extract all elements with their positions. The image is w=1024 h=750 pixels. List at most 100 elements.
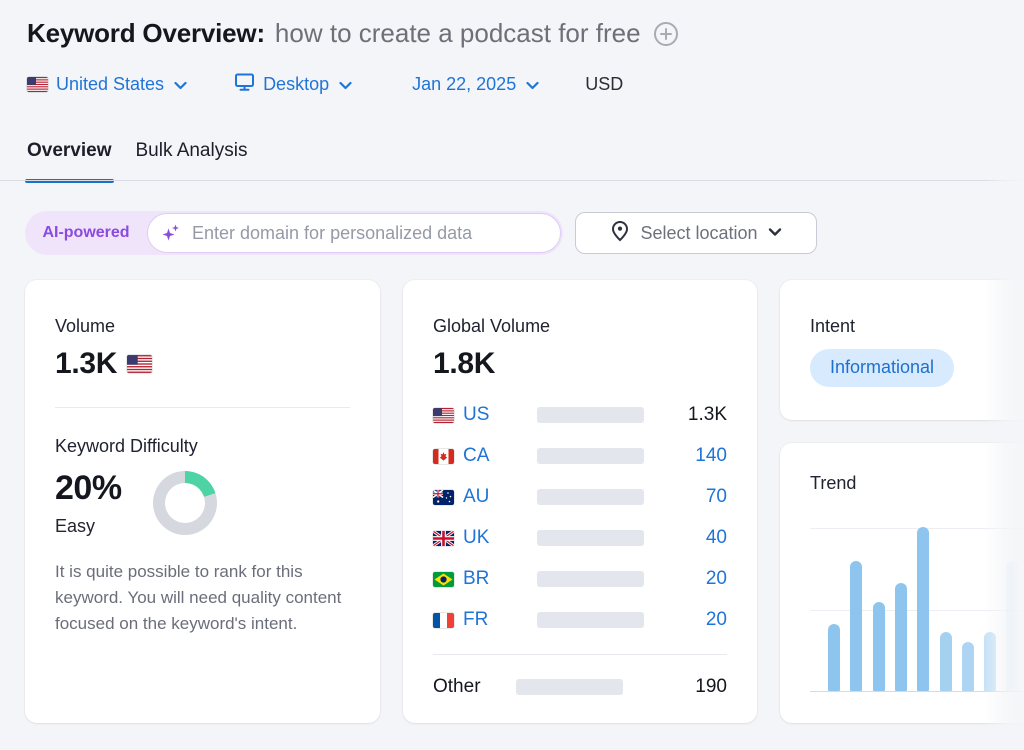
select-location-button[interactable]: Select location	[575, 212, 817, 254]
global-volume-row: CA 140	[433, 444, 727, 468]
fr-flag-icon	[433, 612, 454, 628]
tab-bulk-analysis-label: Bulk Analysis	[135, 140, 248, 161]
volume-bar	[537, 407, 644, 423]
plus-circle-icon[interactable]	[653, 21, 679, 47]
intent-badge: Informational	[810, 349, 955, 387]
trend-label: Trend	[810, 473, 857, 493]
global-volume-row: UK 40	[433, 526, 727, 550]
global-volume-row: US 1.3K	[433, 403, 727, 427]
card-divider	[433, 654, 727, 655]
chevron-down-icon	[339, 74, 352, 95]
ai-powered-panel: AI-powered	[25, 211, 563, 255]
page-title-label: Keyword Overview:	[27, 18, 265, 48]
intent-card: Intent Informational	[780, 280, 1024, 420]
chevron-down-icon	[768, 224, 782, 242]
trend-bar	[1006, 561, 1019, 691]
chevron-down-icon	[174, 74, 187, 95]
volume-value: 70	[705, 486, 727, 507]
tab-overview-label: Overview	[27, 140, 112, 161]
volume-bar	[537, 571, 644, 587]
pin-icon	[610, 220, 630, 247]
trend-card: Trend	[780, 443, 1024, 723]
page-title: Keyword Overview: how to create a podcas…	[27, 18, 679, 49]
global-volume-card: Global Volume 1.8K US 1.3K CA 140 AU	[403, 280, 757, 723]
ca-flag-icon	[433, 448, 454, 464]
gridline	[810, 610, 1024, 611]
active-tab-indicator	[25, 179, 114, 183]
trend-bar	[828, 624, 840, 691]
volume-value: 140	[695, 445, 727, 466]
trend-bar	[872, 602, 885, 691]
date-selector[interactable]: Jan 22, 2025	[412, 74, 539, 95]
device-selector[interactable]: Desktop	[234, 72, 352, 97]
keyword-difficulty-level: Easy	[55, 516, 96, 536]
keyword-difficulty-donut	[153, 471, 217, 535]
trend-bar	[961, 642, 974, 691]
keyword-query: how to create a podcast for free	[274, 18, 641, 48]
trend-bar	[939, 632, 952, 691]
us-flag-icon	[433, 407, 454, 423]
br-flag-icon	[433, 571, 454, 587]
au-flag-icon	[433, 489, 454, 505]
date-selector-label: Jan 22, 2025	[412, 73, 517, 94]
country-selector-label: United States	[56, 73, 165, 94]
global-volume-rows: US 1.3K CA 140 AU 70 UK	[433, 403, 727, 632]
donut-hole	[165, 483, 205, 523]
global-volume-row: AU 70	[433, 485, 727, 509]
global-volume-row: FR 20	[433, 608, 727, 632]
tabs-divider	[0, 180, 1024, 181]
domain-input[interactable]	[147, 213, 561, 253]
keyword-difficulty-row: 20% Easy	[55, 469, 350, 537]
keyword-difficulty-label: Keyword Difficulty	[55, 436, 198, 456]
global-volume-value: 1.8K	[433, 347, 496, 380]
uk-flag-icon	[433, 530, 454, 546]
country-code: BR	[463, 568, 490, 589]
monitor-icon	[234, 72, 255, 97]
global-volume-row: BR 20	[433, 567, 727, 591]
volume-label: Volume	[55, 316, 116, 336]
country-code: FR	[463, 609, 489, 630]
volume-value: 20	[705, 609, 727, 630]
volume-bar	[537, 530, 644, 546]
volume-value: 190	[695, 676, 727, 697]
volume-value: 40	[705, 527, 727, 548]
country-code: US	[463, 404, 490, 425]
us-flag-icon	[27, 76, 48, 92]
volume-bar	[516, 679, 623, 695]
trend-bar	[894, 583, 907, 691]
country-code: UK	[463, 527, 490, 548]
tab-bulk-analysis[interactable]: Bulk Analysis	[136, 140, 248, 180]
other-label: Other	[433, 676, 481, 697]
intent-label: Intent	[810, 316, 856, 336]
device-selector-label: Desktop	[263, 73, 330, 94]
currency-label: USD	[585, 73, 624, 94]
global-volume-label: Global Volume	[433, 316, 551, 336]
country-code: CA	[463, 445, 490, 466]
volume-bar	[537, 448, 644, 464]
volume-value: 1.3K	[687, 404, 727, 425]
keyword-difficulty-description: It is quite possible to rank for this ke…	[55, 562, 342, 633]
us-flag-icon	[127, 355, 153, 373]
keyword-difficulty-value: 20%	[55, 469, 122, 507]
trend-bar	[850, 561, 863, 691]
volume-value: 1.3K	[55, 347, 118, 380]
tab-bar: Overview Bulk Analysis	[25, 140, 248, 183]
volume-value: 20	[705, 568, 727, 589]
ai-powered-badge: AI-powered	[42, 224, 130, 241]
axis-baseline	[810, 691, 1024, 692]
chevron-down-icon	[526, 74, 539, 95]
domain-input-wrap	[147, 213, 561, 253]
volume-card: Volume 1.3K Keyword Difficulty 20% Easy …	[25, 280, 380, 723]
card-divider	[55, 407, 350, 408]
select-location-label: Select location	[640, 222, 758, 243]
country-selector[interactable]: United States	[27, 74, 187, 95]
filter-bar: United States Desktop Jan 22, 2025 USD	[27, 70, 623, 98]
trend-bar	[984, 632, 997, 691]
trend-bar	[917, 527, 930, 691]
country-code: AU	[463, 486, 490, 507]
trend-chart	[810, 525, 1024, 692]
tab-overview[interactable]: Overview	[25, 140, 114, 183]
gridline	[810, 528, 1024, 529]
sparkles-icon	[160, 222, 182, 244]
